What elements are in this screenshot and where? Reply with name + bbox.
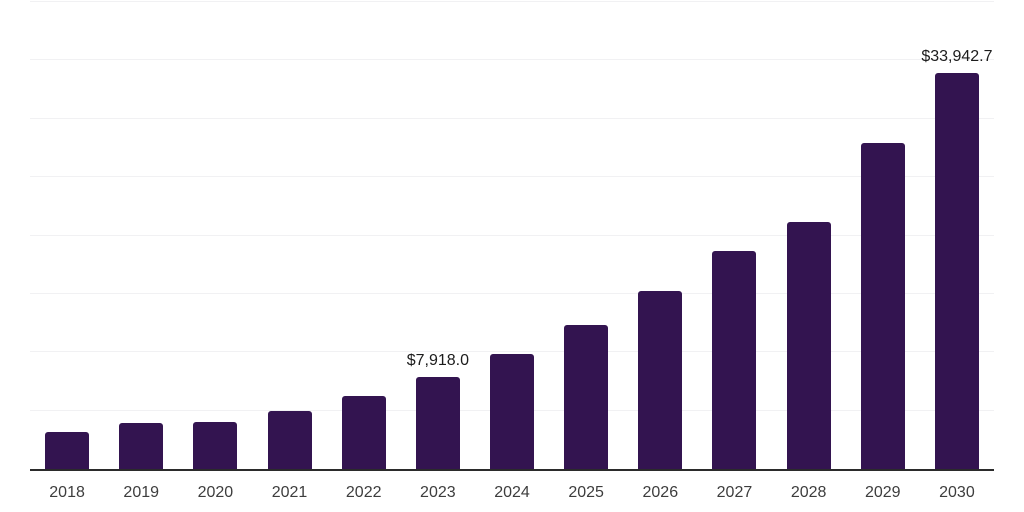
x-tick-2029: 2029	[864, 484, 901, 501]
bar-2020	[193, 422, 238, 469]
x-axis: 2018 2019 2020 2021 2022 2023 2024 2025 2026 2027…	[30, 483, 994, 507]
bar-2028	[786, 222, 831, 469]
x-tick-2028: 2028	[790, 484, 827, 501]
x-tick-2027: 2027	[716, 484, 753, 501]
bar-2022	[341, 395, 386, 469]
x-tick-2026: 2026	[642, 484, 679, 501]
gridline-15000	[30, 292, 994, 294]
x-tick-2030: 2030	[939, 484, 975, 501]
gridline-25000	[30, 176, 994, 178]
x-tick-2018: 2018	[49, 484, 85, 501]
x-tick-2023: 2023	[420, 484, 456, 501]
x-tick-2020: 2020	[197, 484, 234, 501]
plot-area: $7,918.0 $33,942.7	[30, 1, 994, 471]
x-tick-2021: 2021	[271, 484, 308, 501]
bar-2029	[860, 143, 905, 469]
bar-2025	[564, 324, 609, 469]
bar-2019	[119, 423, 164, 469]
bar-2030	[934, 72, 979, 469]
gridline-30000	[30, 117, 994, 119]
gridline-35000	[30, 59, 994, 61]
x-tick-2024: 2024	[494, 484, 530, 501]
gridline-10000	[30, 351, 994, 353]
bar-2026	[638, 290, 683, 469]
x-tick-2025: 2025	[568, 484, 604, 501]
x-tick-2022: 2022	[345, 484, 382, 501]
gridline-40000	[30, 1, 994, 2]
bar-2021	[267, 410, 312, 469]
gridline-20000	[30, 234, 994, 236]
bar-2018	[45, 431, 90, 469]
bar-2023	[415, 376, 460, 469]
data-label-2023: $7,918.0	[406, 351, 469, 369]
x-tick-2019: 2019	[123, 484, 160, 501]
data-label-2030: $33,942.7	[921, 47, 993, 65]
bar-2027	[712, 251, 757, 469]
bar-2024	[490, 354, 534, 469]
